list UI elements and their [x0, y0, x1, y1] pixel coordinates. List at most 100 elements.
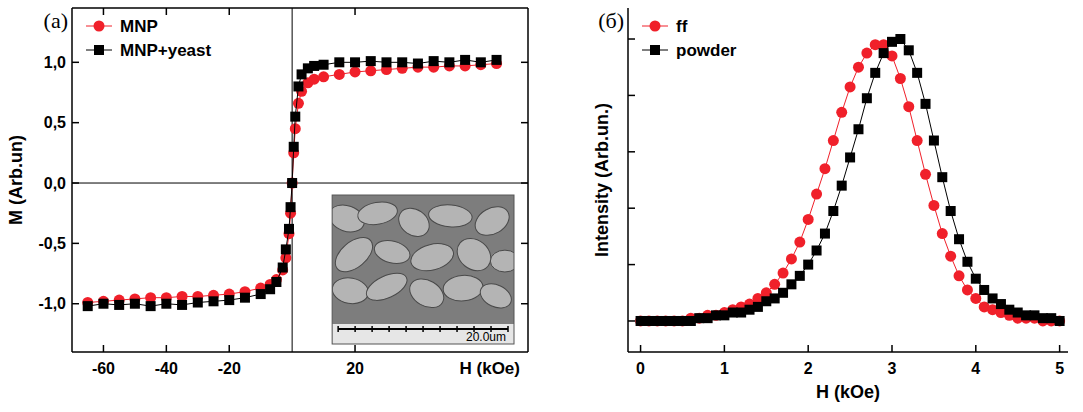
data-point [365, 65, 376, 76]
x-tick-label: -20 [218, 360, 241, 377]
data-point [278, 263, 288, 273]
data-point [290, 112, 300, 122]
data-point [870, 68, 880, 78]
data-point [954, 270, 965, 281]
x-tick-top [166, 8, 168, 15]
legend-marker [650, 21, 661, 32]
data-point [293, 98, 304, 109]
data-point [309, 61, 319, 71]
data-point [795, 271, 805, 281]
inset-cell [408, 239, 457, 275]
inset-background [332, 195, 514, 344]
legend-label: MNP+yeast [120, 41, 212, 60]
x-tick-label: 20 [346, 360, 364, 377]
x-axis-title: H (kOe) [816, 382, 880, 402]
inset-cell [451, 232, 498, 278]
y-axis-title: Intensity (Arb.un.) [592, 103, 612, 257]
data-point [460, 55, 470, 65]
data-point [903, 101, 914, 112]
x-tick-label: 1 [720, 360, 729, 377]
data-point [946, 206, 956, 216]
inset-cell [356, 199, 399, 227]
x-axis-title: H (kOe) [460, 359, 520, 378]
data-point [845, 152, 855, 162]
panel-label: (б) [598, 8, 624, 33]
y-tick-right [521, 182, 528, 184]
y-tick-label: -0,5 [38, 235, 66, 252]
data-point [1054, 315, 1065, 326]
panel-label: (a) [44, 8, 68, 33]
data-point [853, 124, 863, 134]
x-tick-label: 2 [804, 360, 813, 377]
y-tick-right [521, 122, 528, 124]
data-point [224, 295, 234, 305]
data-point [366, 56, 376, 66]
x-tick [891, 345, 893, 352]
data-point [334, 57, 344, 67]
data-point [828, 135, 839, 146]
legend-label: MNP [120, 17, 158, 36]
data-point [130, 299, 140, 309]
data-point [287, 178, 297, 188]
data-point [271, 277, 281, 287]
inset-scale-tick [507, 326, 509, 332]
y-axis-line [71, 8, 73, 352]
x-tick-label: -40 [155, 360, 178, 377]
inset-scale-strip [332, 324, 514, 344]
inset-cell [476, 279, 514, 313]
inset-cell [393, 203, 434, 243]
y-tick [628, 320, 635, 322]
data-point [819, 163, 830, 174]
data-point [778, 268, 789, 279]
data-point [962, 284, 973, 295]
y-axis-title: M (Arb.un) [6, 135, 26, 225]
inset-scale-tick [388, 326, 390, 332]
data-point [879, 48, 889, 58]
x-tick [228, 345, 230, 352]
data-point [945, 251, 956, 262]
data-point [954, 234, 964, 244]
y-tick-label: 0,0 [44, 175, 66, 192]
inset-cell [470, 201, 514, 241]
legend-marker [94, 21, 105, 32]
x-tick [166, 345, 168, 352]
data-point [476, 57, 486, 67]
inset-cell [405, 273, 449, 313]
x-tick-label: 5 [1055, 360, 1064, 377]
series-line [641, 39, 1060, 321]
data-point [240, 293, 250, 303]
legend-marker [94, 45, 104, 55]
legend: ffpowder [642, 17, 737, 60]
x-tick [103, 345, 105, 352]
series-line [88, 64, 497, 303]
x-tick-label: 0 [636, 360, 645, 377]
data-point [177, 300, 187, 310]
panel: -60-40-2020-1,0-0,50,00,51,0H (kOe)M (Ar… [6, 8, 528, 378]
data-point [845, 81, 856, 92]
inset-cell [490, 250, 514, 272]
data-point [904, 45, 914, 55]
legend-label: powder [676, 41, 737, 60]
legend: MNP MNP+yeast [86, 17, 212, 60]
inset-cells [332, 199, 514, 313]
y-tick [628, 264, 635, 266]
data-point [912, 135, 923, 146]
panel: 012345H (kOe)Intensity (Arb.un.)(б)ffpow… [592, 8, 1068, 402]
data-point [920, 169, 931, 180]
y-tick-right [521, 62, 528, 64]
series-line [88, 60, 497, 306]
data-point [928, 200, 939, 211]
y-tick-right [521, 303, 528, 305]
data-point [193, 298, 203, 308]
x-tick-top [228, 8, 230, 15]
inset-cell [372, 237, 413, 267]
data-point [820, 229, 830, 239]
data-point [318, 71, 329, 82]
data-point [397, 57, 407, 67]
data-point [971, 274, 981, 284]
x-tick-label: 4 [971, 360, 980, 377]
data-point [895, 73, 906, 84]
data-point [287, 178, 298, 189]
chart-root: -60-40-2020-1,0-0,50,00,51,0H (kOe)M (Ar… [0, 0, 1083, 412]
frame-right [527, 8, 529, 352]
